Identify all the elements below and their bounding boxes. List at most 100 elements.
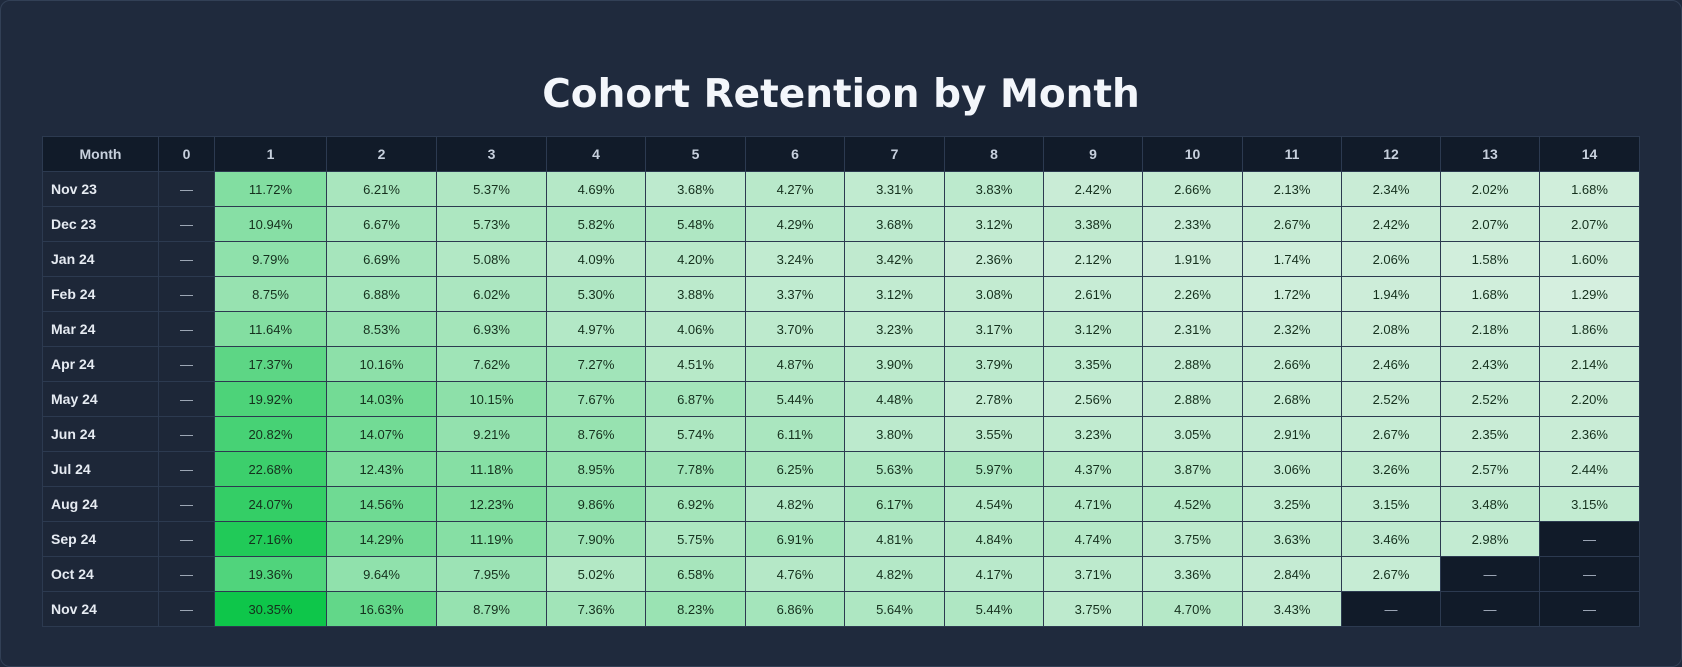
table-row: Aug 24—24.07% 14.56% 12.23% 9.86% 6.92% 4.82%… <box>42 486 1640 522</box>
heatmap-cell: 2.44% <box>1539 451 1640 487</box>
heatmap-cell: 1.74% <box>1242 241 1342 277</box>
heatmap-cell: 1.72% <box>1242 276 1342 312</box>
table-row: Oct 24—19.36% 9.64% 7.95% 5.02% 6.58% 4.76% 4.… <box>42 556 1640 592</box>
heatmap-cell-empty: — <box>1539 556 1640 592</box>
heatmap-cell-baseline: — <box>158 171 215 207</box>
heatmap-cell: 6.21% <box>326 171 437 207</box>
heatmap-cell-baseline: — <box>158 311 215 347</box>
heatmap-cell-baseline: — <box>158 346 215 382</box>
heatmap-cell: 4.20% <box>645 241 746 277</box>
heatmap-cell: 2.31% <box>1142 311 1243 347</box>
heatmap-cell: 11.64% <box>214 311 327 347</box>
heatmap-cell-baseline: — <box>158 486 215 522</box>
heatmap-cell: 12.23% <box>436 486 547 522</box>
heatmap-cell: 5.02% <box>546 556 646 592</box>
heatmap-cell: 9.79% <box>214 241 327 277</box>
table-row: Feb 24—8.75% 6.88% 6.02% 5.30% 3.88% 3.37% 3.1… <box>42 276 1640 312</box>
heatmap-cell: 5.44% <box>745 381 845 417</box>
heatmap-cell: 2.88% <box>1142 381 1243 417</box>
heatmap-cell: 2.07% <box>1440 206 1540 242</box>
heatmap-cell-baseline: — <box>158 241 215 277</box>
heatmap-cell: 14.29% <box>326 521 437 557</box>
heatmap-cell: 4.29% <box>745 206 845 242</box>
heatmap-cell: 2.13% <box>1242 171 1342 207</box>
row-label: Jun 24 <box>42 416 159 452</box>
heatmap-cell: 2.42% <box>1043 171 1143 207</box>
heatmap-cell: 10.15% <box>436 381 547 417</box>
heatmap-cell: 1.94% <box>1341 276 1441 312</box>
heatmap-cell: 10.16% <box>326 346 437 382</box>
heatmap-cell: 2.66% <box>1142 171 1243 207</box>
heatmap-cell: 4.76% <box>745 556 845 592</box>
heatmap-cell: 2.07% <box>1539 206 1640 242</box>
heatmap-cell: 3.05% <box>1142 416 1243 452</box>
row-label: Mar 24 <box>42 311 159 347</box>
heatmap-cell: 4.82% <box>844 556 945 592</box>
heatmap-cell: 4.48% <box>844 381 945 417</box>
heatmap-cell: 5.08% <box>436 241 547 277</box>
heatmap-cell: 5.97% <box>944 451 1044 487</box>
heatmap-cell-baseline: — <box>158 381 215 417</box>
chart-title: Cohort Retention by Month <box>542 72 1140 117</box>
heatmap-cell-baseline: — <box>158 276 215 312</box>
heatmap-cell: 6.86% <box>745 591 845 627</box>
heatmap-cell: 3.83% <box>944 171 1044 207</box>
heatmap-cell: 2.02% <box>1440 171 1540 207</box>
heatmap-cell: 3.23% <box>844 311 945 347</box>
heatmap-cell: 3.26% <box>1341 451 1441 487</box>
heatmap-cell: 22.68% <box>214 451 327 487</box>
heatmap-cell: 2.66% <box>1242 346 1342 382</box>
heatmap-cell: 4.06% <box>645 311 746 347</box>
heatmap-cell: 6.25% <box>745 451 845 487</box>
heatmap-cell: 1.68% <box>1440 276 1540 312</box>
heatmap-cell: 3.43% <box>1242 591 1342 627</box>
heatmap-cell: 3.17% <box>944 311 1044 347</box>
heatmap-cell: 5.37% <box>436 171 547 207</box>
column-header-2: 2 <box>326 136 437 172</box>
heatmap-cell: 24.07% <box>214 486 327 522</box>
heatmap-cell: 4.51% <box>645 346 746 382</box>
heatmap-cell: 5.74% <box>645 416 746 452</box>
heatmap-cell: 2.67% <box>1242 206 1342 242</box>
heatmap-cell: 3.46% <box>1341 521 1441 557</box>
heatmap-cell: 6.91% <box>745 521 845 557</box>
heatmap-cell: 2.68% <box>1242 381 1342 417</box>
heatmap-cell: 6.11% <box>745 416 845 452</box>
row-label: Apr 24 <box>42 346 159 382</box>
heatmap-cell: 4.74% <box>1043 521 1143 557</box>
heatmap-cell: 3.15% <box>1341 486 1441 522</box>
heatmap-cell: 6.02% <box>436 276 547 312</box>
heatmap-cell: 4.71% <box>1043 486 1143 522</box>
heatmap-cell: 3.36% <box>1142 556 1243 592</box>
table-row: Sep 24—27.16% 14.29% 11.19% 7.90% 5.75% 6.91%… <box>42 521 1640 557</box>
heatmap-cell: 6.67% <box>326 206 437 242</box>
heatmap-cell: 2.56% <box>1043 381 1143 417</box>
heatmap-cell: 14.07% <box>326 416 437 452</box>
heatmap-cell-baseline: — <box>158 591 215 627</box>
heatmap-cell-baseline: — <box>158 206 215 242</box>
heatmap-cell: 6.87% <box>645 381 746 417</box>
column-header-8: 8 <box>944 136 1044 172</box>
heatmap-cell: 9.86% <box>546 486 646 522</box>
heatmap-cell: 3.48% <box>1440 486 1540 522</box>
heatmap-cell: 3.75% <box>1142 521 1243 557</box>
column-header-12: 12 <box>1341 136 1441 172</box>
heatmap-cell-baseline: — <box>158 451 215 487</box>
cohort-retention-table: Month 0 1 2 3 4 5 6 7 8 9 10 11 12 13 14 Nov 23—11.72%… <box>42 136 1640 627</box>
heatmap-cell: 2.26% <box>1142 276 1243 312</box>
column-header-3: 3 <box>436 136 547 172</box>
heatmap-cell: 7.95% <box>436 556 547 592</box>
heatmap-cell: 17.37% <box>214 346 327 382</box>
heatmap-cell: 5.30% <box>546 276 646 312</box>
heatmap-cell: 8.76% <box>546 416 646 452</box>
heatmap-cell: 3.23% <box>1043 416 1143 452</box>
heatmap-cell: 11.72% <box>214 171 327 207</box>
row-label: Aug 24 <box>42 486 159 522</box>
heatmap-cell: 6.88% <box>326 276 437 312</box>
heatmap-cell: 2.84% <box>1242 556 1342 592</box>
heatmap-cell: 6.92% <box>645 486 746 522</box>
row-label: Feb 24 <box>42 276 159 312</box>
heatmap-cell: 3.42% <box>844 241 945 277</box>
heatmap-cell: 2.46% <box>1341 346 1441 382</box>
heatmap-cell: 4.27% <box>745 171 845 207</box>
